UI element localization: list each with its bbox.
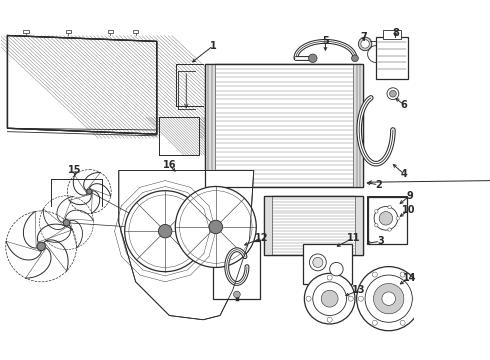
- Circle shape: [400, 320, 405, 325]
- Bar: [24, 30, 28, 33]
- Bar: [383, 31, 401, 39]
- Bar: [108, 30, 113, 33]
- Circle shape: [306, 296, 311, 301]
- Circle shape: [327, 275, 332, 280]
- Text: 7: 7: [360, 32, 367, 42]
- Circle shape: [348, 296, 353, 301]
- Circle shape: [361, 40, 369, 48]
- Bar: [264, 196, 364, 255]
- Circle shape: [87, 189, 92, 194]
- Circle shape: [309, 254, 326, 271]
- Circle shape: [313, 257, 323, 267]
- Circle shape: [209, 220, 222, 234]
- Circle shape: [309, 54, 317, 63]
- Circle shape: [372, 320, 377, 325]
- Text: 9: 9: [406, 191, 413, 201]
- Circle shape: [387, 88, 399, 100]
- Bar: [159, 117, 199, 155]
- Bar: [205, 64, 364, 187]
- Circle shape: [375, 224, 378, 227]
- Bar: [376, 37, 408, 79]
- Bar: [159, 117, 199, 155]
- Circle shape: [330, 262, 343, 276]
- Bar: [264, 196, 364, 255]
- Bar: [66, 30, 71, 33]
- Bar: [205, 64, 364, 187]
- Text: 15: 15: [68, 166, 82, 175]
- Circle shape: [379, 212, 392, 225]
- Text: 4: 4: [400, 169, 407, 179]
- Circle shape: [372, 272, 377, 277]
- Circle shape: [313, 282, 346, 315]
- Circle shape: [390, 90, 396, 97]
- Circle shape: [400, 272, 405, 277]
- Bar: [367, 196, 407, 244]
- Circle shape: [63, 220, 70, 226]
- Circle shape: [365, 275, 412, 322]
- Bar: [264, 196, 272, 255]
- Circle shape: [382, 292, 395, 305]
- Text: 12: 12: [255, 233, 269, 243]
- Text: 6: 6: [400, 100, 407, 110]
- Bar: [133, 30, 138, 33]
- Bar: [355, 196, 364, 255]
- Circle shape: [158, 224, 172, 238]
- Circle shape: [124, 191, 206, 272]
- Circle shape: [321, 290, 338, 307]
- Circle shape: [388, 228, 391, 231]
- Text: 10: 10: [402, 205, 416, 215]
- Bar: [213, 241, 260, 299]
- Text: 16: 16: [163, 161, 176, 170]
- Circle shape: [234, 291, 240, 298]
- Bar: [353, 64, 364, 187]
- Text: 1: 1: [210, 41, 217, 51]
- Text: 8: 8: [392, 28, 399, 38]
- Text: 13: 13: [352, 285, 366, 295]
- Circle shape: [357, 267, 421, 331]
- Circle shape: [375, 210, 378, 213]
- Text: 3: 3: [377, 236, 384, 246]
- Circle shape: [358, 296, 364, 301]
- Bar: [205, 64, 215, 187]
- Polygon shape: [7, 36, 157, 134]
- Circle shape: [373, 283, 404, 314]
- Polygon shape: [119, 170, 254, 320]
- Circle shape: [388, 206, 391, 209]
- Circle shape: [327, 317, 332, 322]
- Bar: [303, 244, 352, 284]
- Text: 5: 5: [322, 36, 329, 46]
- Circle shape: [352, 55, 358, 62]
- Bar: [368, 197, 407, 244]
- Text: 11: 11: [346, 233, 360, 243]
- Circle shape: [358, 37, 372, 51]
- Text: 2: 2: [375, 180, 382, 190]
- Circle shape: [396, 217, 399, 220]
- Text: 14: 14: [403, 273, 416, 283]
- Circle shape: [374, 207, 398, 230]
- Circle shape: [175, 186, 256, 267]
- Circle shape: [37, 242, 46, 251]
- Circle shape: [414, 296, 419, 301]
- Circle shape: [304, 273, 355, 324]
